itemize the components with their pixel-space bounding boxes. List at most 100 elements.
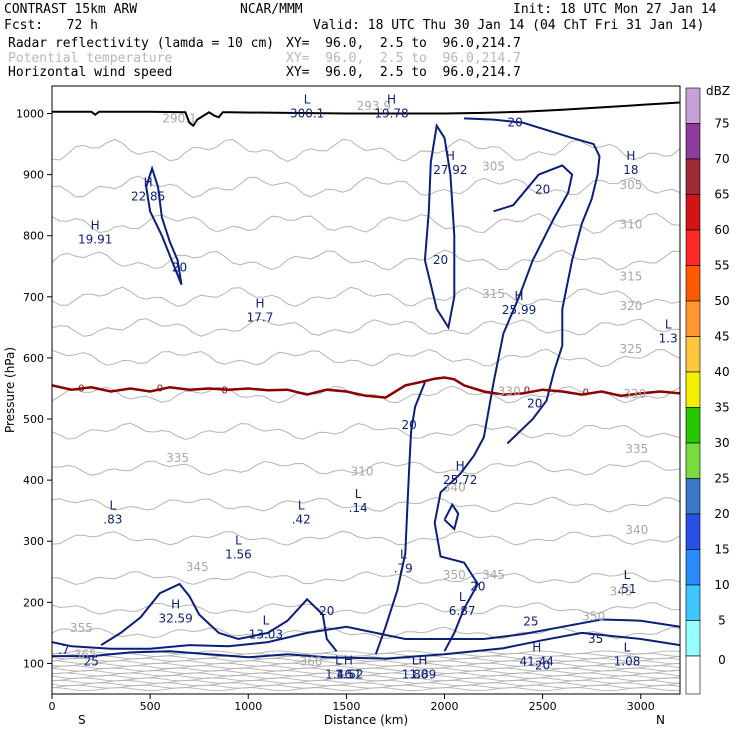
extremum-value: 6.87 bbox=[449, 604, 476, 618]
extremum-value: 1.89 bbox=[410, 667, 437, 681]
extremum-value: 1.51 bbox=[335, 667, 362, 681]
extremum-letter: H bbox=[387, 92, 396, 106]
colorbar-label: 15 bbox=[714, 543, 729, 557]
theta-label: 293.9 bbox=[357, 99, 391, 113]
colorbar-label: 25 bbox=[714, 472, 729, 486]
freezing-level-label: 0 bbox=[222, 386, 228, 397]
colorbar-label: 50 bbox=[714, 294, 729, 308]
wind-label: 20 bbox=[535, 182, 550, 196]
colorbar-swatch bbox=[685, 87, 701, 124]
colorbar-swatch bbox=[685, 620, 701, 657]
colorbar-unit: dBZ bbox=[706, 84, 730, 98]
extremum-letter: H bbox=[446, 149, 455, 163]
wind-label: 20 bbox=[508, 116, 523, 130]
extremum-letter: H bbox=[515, 289, 524, 303]
theta-isentrope bbox=[52, 286, 680, 308]
theta-isentrope bbox=[52, 626, 680, 640]
colorbar-swatch bbox=[685, 549, 701, 586]
theta-label: 350 bbox=[582, 609, 605, 623]
theta-label: 310 bbox=[619, 218, 642, 232]
theta-isentrope bbox=[52, 138, 680, 163]
y-tick-label: 900 bbox=[23, 169, 44, 182]
extremum-letter: L bbox=[335, 653, 342, 667]
field-xy-theta: XY= 96.0, 2.5 to 96.0,214.7 bbox=[286, 51, 521, 66]
extremum-letter: H bbox=[171, 598, 180, 612]
theta-label: 330 bbox=[498, 385, 521, 399]
freezing-level-label: 0 bbox=[78, 383, 84, 394]
theta-label: 305 bbox=[619, 178, 642, 192]
freezing-level-layer: 0 0 0 0 0 bbox=[52, 376, 680, 399]
x-axis-label: Distance (km) bbox=[324, 713, 408, 727]
theta-label: 355 bbox=[70, 621, 93, 635]
theta-label: 350 bbox=[443, 568, 466, 582]
wind-label: 20 bbox=[172, 260, 187, 274]
extremum-letter: L bbox=[235, 534, 242, 548]
colorbar-swatch bbox=[685, 265, 701, 302]
theta-label: 345 bbox=[482, 568, 505, 582]
extremum-value: 1.80 bbox=[402, 667, 429, 681]
theta-isentrope bbox=[52, 657, 680, 662]
theta-label: 325 bbox=[619, 342, 642, 356]
field-name-wind: Horizontal wind speed bbox=[8, 65, 173, 80]
wind-label: 20 bbox=[319, 604, 334, 618]
wind-label: 20 bbox=[535, 658, 550, 672]
colorbar-label: 45 bbox=[714, 330, 729, 344]
extremum-letter: H bbox=[144, 175, 153, 189]
extremum-value: 13.03 bbox=[249, 628, 283, 642]
extremum-value: 19.78 bbox=[374, 106, 408, 120]
y-tick-label: 100 bbox=[23, 657, 44, 670]
extremum-value: 27.92 bbox=[433, 163, 467, 177]
colorbar-label: 70 bbox=[714, 152, 729, 166]
theta-isentrope bbox=[52, 665, 680, 670]
extremum-value: 17.7 bbox=[247, 310, 274, 324]
wind-label: 20 bbox=[527, 397, 542, 411]
extremum-value: 22.85 bbox=[131, 189, 165, 203]
extremum-value: 41.44 bbox=[520, 655, 554, 669]
wind-contour bbox=[374, 382, 426, 655]
y-tick-label: 800 bbox=[23, 230, 44, 243]
colorbar-label: 60 bbox=[714, 223, 729, 237]
wind-label: 20 bbox=[402, 418, 417, 432]
theta-label: 330 bbox=[623, 387, 646, 401]
extremum-value: 32.59 bbox=[158, 612, 192, 626]
endpoint-north: N bbox=[656, 713, 665, 727]
extremum-value: .83 bbox=[103, 513, 122, 527]
colorbar-label: 65 bbox=[714, 188, 729, 202]
extremum-value: 1.46 bbox=[325, 667, 352, 681]
colorbar-label: 40 bbox=[714, 365, 729, 379]
extremum-letter: L bbox=[412, 653, 419, 667]
colorbar-swatch bbox=[685, 158, 701, 195]
wind-label: 20 bbox=[433, 253, 448, 267]
x-tick-label: 1000 bbox=[234, 700, 262, 713]
extremum-letter: L bbox=[665, 317, 672, 331]
colorbar-swatch bbox=[685, 513, 701, 550]
theta-isentrope bbox=[52, 571, 680, 585]
colorbar-swatch bbox=[685, 336, 701, 373]
colorbar-label: 75 bbox=[714, 117, 729, 131]
valid-time: Valid: 18 UTC Thu 30 Jan 14 (04 ChT Fri … bbox=[313, 18, 705, 33]
wind-contour bbox=[52, 618, 680, 650]
wind-contour bbox=[52, 631, 680, 660]
theta-label: 315 bbox=[619, 270, 642, 284]
theta-contour-layer bbox=[52, 138, 680, 692]
axes-layer: 0 500 1000 1500 2000 2500 30001002003004005006… bbox=[16, 107, 655, 713]
extremum-letter: L bbox=[459, 590, 466, 604]
field-xy-wind: XY= 96.0, 2.5 to 96.0,214.7 bbox=[286, 65, 521, 80]
extremum-letter: L bbox=[109, 499, 116, 513]
x-tick-label: 1500 bbox=[332, 700, 360, 713]
extremum-value: 1.08 bbox=[614, 655, 641, 669]
extremum-value: .79 bbox=[394, 562, 413, 576]
colorbar-swatch bbox=[685, 229, 701, 266]
center-label: NCAR/MMM bbox=[240, 2, 303, 17]
freezing-level-label: 0 bbox=[583, 388, 589, 399]
extremum-letter: L bbox=[624, 641, 631, 655]
colorbar-label: 35 bbox=[714, 401, 729, 415]
field-name-reflectivity: Radar reflectivity (lamda = 10 cm) bbox=[8, 36, 275, 51]
colorbar-label: 30 bbox=[714, 436, 729, 450]
theta-isentrope bbox=[52, 602, 680, 616]
wind-contour-layer bbox=[52, 117, 680, 660]
wind-contour bbox=[464, 117, 601, 445]
extremum-letter: H bbox=[532, 641, 541, 655]
x-tick-label: 3000 bbox=[627, 700, 655, 713]
